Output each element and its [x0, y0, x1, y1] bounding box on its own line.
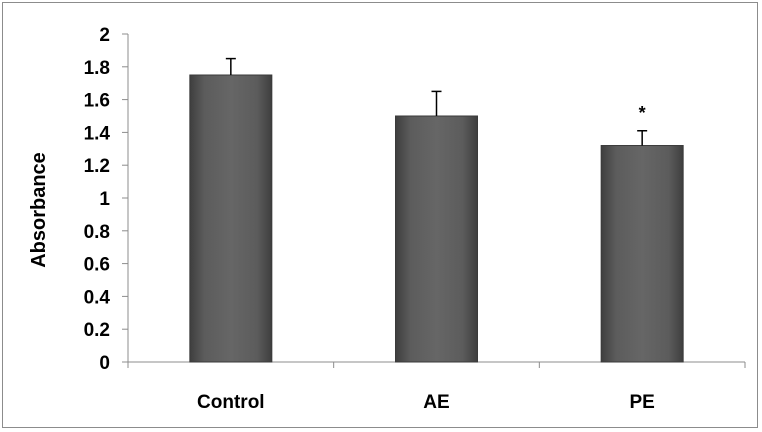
y-tick-label: 0 — [99, 353, 110, 374]
y-tick-label: 1.6 — [84, 91, 110, 112]
y-axis-title: Absorbance — [28, 152, 50, 268]
x-tick-label: AE — [423, 392, 449, 413]
y-tick-label: 1 — [99, 189, 110, 210]
bars: * — [189, 57, 684, 363]
y-tick-label: 1.2 — [84, 156, 110, 177]
y-tick-label: 2 — [99, 25, 110, 46]
x-tick-label: PE — [629, 392, 654, 413]
bar-control — [189, 74, 273, 363]
bar-ae — [395, 115, 478, 363]
x-tick-label: Control — [197, 392, 265, 413]
bar-pe — [600, 145, 684, 363]
y-axis: 0 0.2 0.4 0.6 0.8 1 1.2 1.4 1.6 1.8 2 — [84, 25, 129, 374]
x-axis — [127, 361, 746, 368]
y-tick-label: 0.2 — [84, 320, 110, 341]
y-tick-label: 0.8 — [84, 222, 110, 243]
x-tick-labels: Control AE PE — [197, 392, 655, 413]
significance-marker: * — [639, 103, 646, 123]
y-tick-label: 1.4 — [84, 123, 111, 144]
y-tick-label: 1.8 — [84, 58, 110, 79]
y-tick-label: 0.4 — [84, 287, 111, 308]
y-tick-label: 0.6 — [84, 255, 110, 276]
